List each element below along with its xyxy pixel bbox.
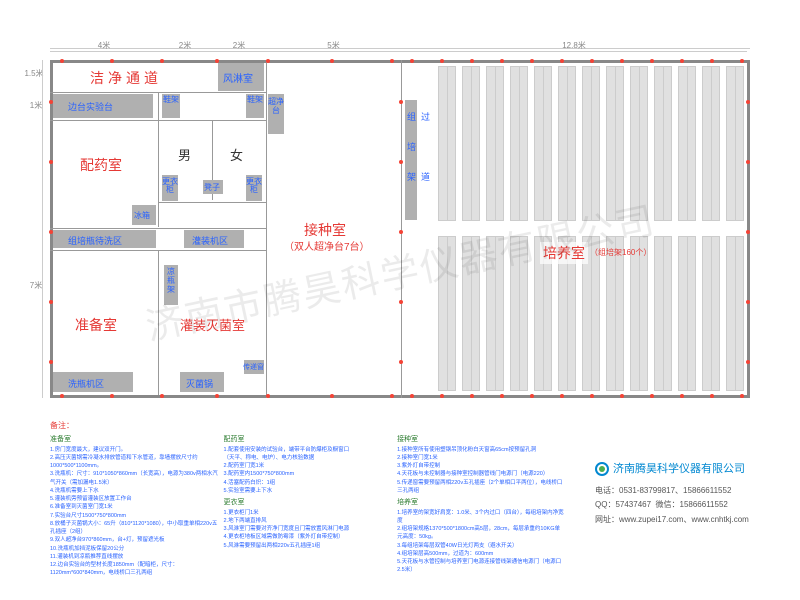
dim-top-2: 2米	[158, 40, 212, 52]
notes-col-3: 接种室 1.接种室所有使用塑钢吊顶化粉白天窗高65cm按预留孔洞2.接种室门宽1…	[397, 432, 565, 575]
notes-section: 备注： 准备室 1.房门宽度最大，建议双开门。2.高压灭菌锅需冷凝水排放管道和下…	[50, 420, 570, 578]
label-fridge: 冰箱	[134, 210, 150, 221]
label-inoculate: 接种室	[304, 220, 346, 240]
notes-col-2: 配药室 1.配套使用安装的试验台，端带平台防爆柜及橱窗口（天平、称电、电炉）、电…	[224, 432, 392, 550]
notes-title: 备注：	[50, 420, 570, 432]
label-inoculate-sub: （双人超净台7台）	[284, 238, 370, 253]
notes-c1-list: 1.房门宽度最大，建议双开门。2.高压灭菌锅需冷凝水排放管道和下水管道，靠墙摆放…	[50, 446, 218, 578]
label-r0: 过	[421, 110, 430, 123]
dim-top-4: 5米	[266, 40, 401, 52]
floor-plan: 4米 2米 2米 5米 12.8米 1.5米 1米 7米 洁净通道 风淋室 边台…	[50, 40, 750, 400]
logo-icon	[595, 462, 609, 476]
dim-top-3: 2米	[212, 40, 266, 52]
label-changing2: 更衣柜	[246, 178, 262, 194]
label-r3: 架	[407, 170, 416, 183]
dim-left-3: 7米	[26, 280, 46, 291]
label-culture-sub: （组培架160个）	[590, 247, 651, 258]
label-transfer: 传递窗	[243, 362, 264, 372]
label-fillarea: 灌装机区	[192, 234, 228, 247]
company-block: 济南腾昊科学仪器有限公司 电话：0531-83799817、1586661155…	[595, 460, 775, 527]
label-shower: 风淋室	[223, 70, 253, 85]
label-washarea: 洗瓶机区	[68, 377, 104, 390]
label-r2: 培	[407, 140, 416, 153]
label-cleanbench: 超净台	[268, 98, 284, 116]
label-shoe2: 鞋架	[246, 96, 264, 104]
notes-col-1: 准备室 1.房门宽度最大，建议双开门。2.高压灭菌锅需冷凝水排放管道和下水管道，…	[50, 432, 218, 578]
label-changing1: 更衣柜	[162, 178, 178, 194]
label-stool: 凳子	[204, 182, 220, 193]
label-shoe1: 鞋架	[162, 96, 180, 104]
label-r4: 道	[421, 170, 430, 183]
label-r1: 组	[407, 110, 416, 123]
label-female: 女	[230, 145, 243, 164]
dim-top-1: 4米	[50, 40, 158, 52]
label-sterilize: 灌装灭菌室	[180, 315, 245, 334]
label-autoclave: 灭菌锅	[186, 377, 213, 390]
label-prep: 准备室	[75, 315, 117, 335]
label-pharmacy: 配药室	[80, 155, 122, 175]
dim-top-5: 12.8米	[401, 40, 747, 52]
label-male: 男	[178, 145, 191, 164]
label-bench: 边台实验台	[68, 100, 113, 113]
label-bottlewash: 组培瓶待洗区	[68, 234, 122, 247]
label-culture: 培养室	[540, 242, 588, 264]
dim-left-2: 1米	[26, 100, 46, 111]
label-rackcool: 凉瓶架	[164, 268, 178, 294]
label-corridor: 洁净通道	[90, 68, 162, 88]
